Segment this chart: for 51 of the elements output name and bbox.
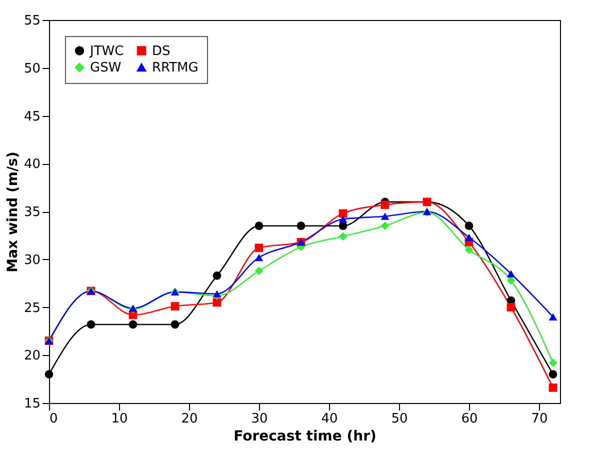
y-tick-label: 20 xyxy=(24,348,40,364)
point xyxy=(212,271,222,280)
point xyxy=(464,222,474,230)
legend-label: GSW xyxy=(90,60,122,76)
x-tick-label: 30 xyxy=(251,412,268,426)
x-tick-label: 40 xyxy=(321,412,338,426)
x-tick-label: 70 xyxy=(531,412,548,426)
legend-label: RRTMG xyxy=(152,60,198,76)
point xyxy=(380,200,390,209)
x-tick-label: 20 xyxy=(181,412,198,426)
point xyxy=(254,254,264,262)
y-tick-label: 35 xyxy=(24,205,40,220)
point xyxy=(506,270,516,278)
point xyxy=(548,383,558,392)
point xyxy=(548,313,558,320)
point xyxy=(338,216,348,223)
point xyxy=(170,320,180,329)
point xyxy=(128,320,138,329)
y-tick-label: 30 xyxy=(24,252,40,268)
y-axis-title: Max wind (m/s) xyxy=(4,152,21,272)
point xyxy=(296,222,306,230)
point xyxy=(254,222,264,230)
y-tick-label: 15 xyxy=(24,396,40,412)
y-tick-label: 25 xyxy=(24,300,40,316)
legend-label: JTWC xyxy=(89,44,124,59)
point xyxy=(464,234,474,241)
point xyxy=(86,320,96,329)
point xyxy=(380,212,390,220)
point xyxy=(212,290,222,298)
point xyxy=(506,303,516,312)
point xyxy=(170,302,180,310)
point xyxy=(338,209,348,218)
x-tick-label: 50 xyxy=(391,412,408,426)
x-tick-label: 0 xyxy=(50,412,58,426)
y-tick-label: 45 xyxy=(24,109,40,124)
y-tick-label: 40 xyxy=(24,157,40,172)
point xyxy=(548,358,558,367)
point xyxy=(506,276,516,285)
point xyxy=(548,370,558,378)
point xyxy=(254,244,264,252)
y-tick-label: 50 xyxy=(24,61,40,76)
legend-label: DS xyxy=(152,44,170,59)
y-tick-label: 55 xyxy=(24,14,40,28)
x-tick-label: 60 xyxy=(461,412,478,426)
point xyxy=(380,222,390,230)
point xyxy=(464,246,474,254)
point xyxy=(44,370,54,378)
x-axis-title: Forecast time (hr) xyxy=(234,428,376,444)
point xyxy=(338,232,348,241)
x-tick-label: 10 xyxy=(111,412,128,426)
point xyxy=(254,266,264,276)
